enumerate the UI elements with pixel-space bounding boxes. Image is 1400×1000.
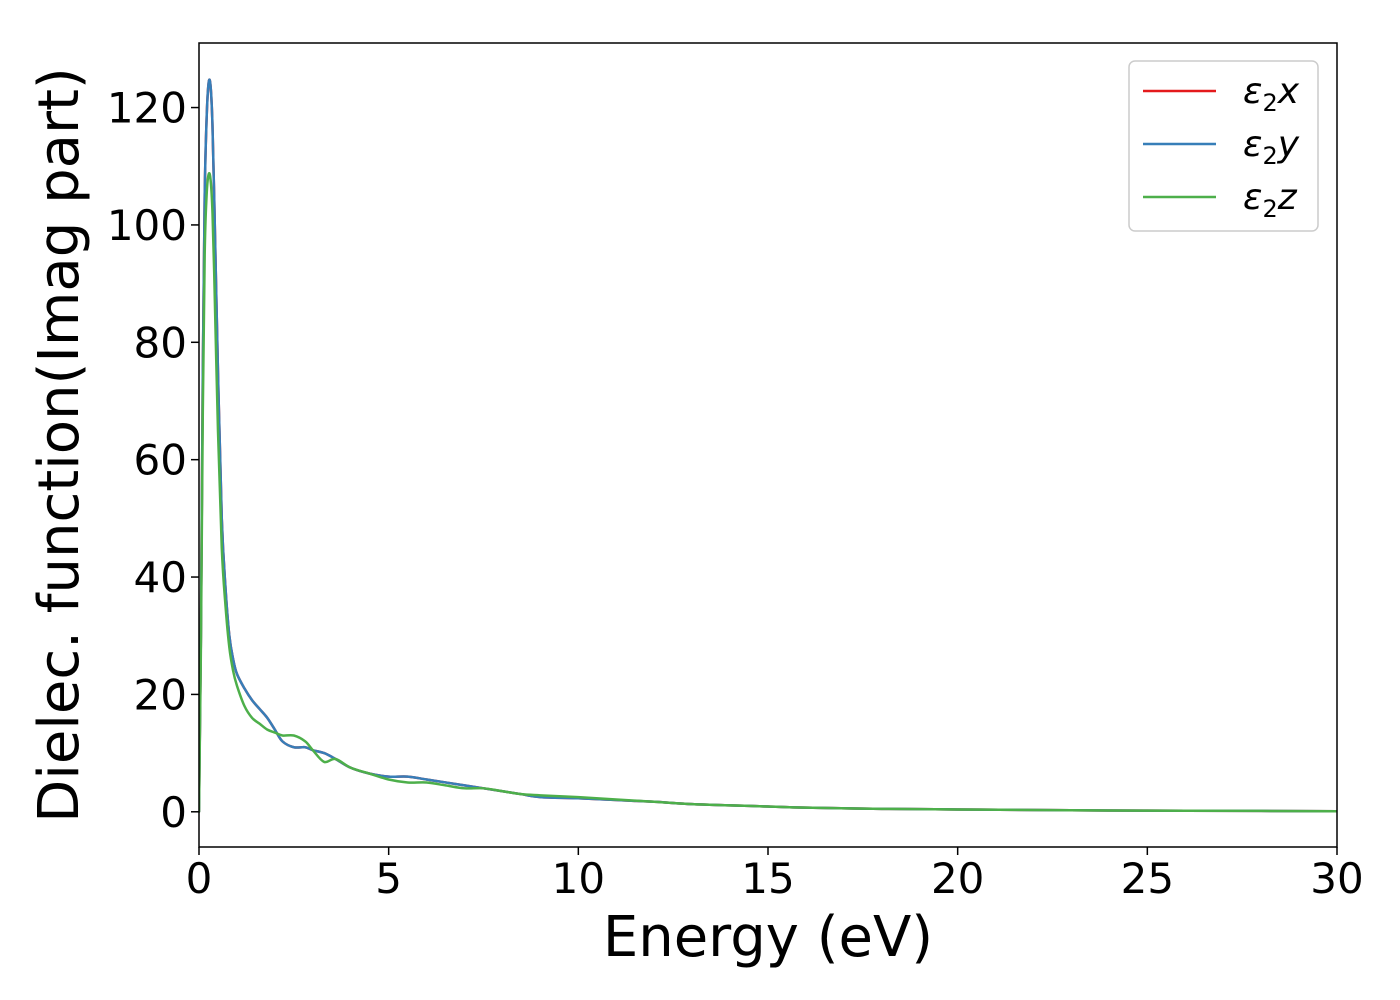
legend-label-x: ε2x	[1243, 71, 1300, 117]
series-layer	[199, 78, 1337, 814]
series-line-z	[199, 172, 1337, 814]
x-tick-label: 5	[375, 854, 402, 903]
x-tick-label: 10	[552, 854, 605, 903]
x-axis-label: Energy (eV)	[603, 905, 933, 970]
legend-box	[1128, 60, 1319, 232]
y-tick-label: 60	[134, 436, 187, 485]
y-axis-label: Dielec. function(Imag part)	[27, 67, 92, 823]
x-tick-label: 20	[931, 854, 984, 903]
x-tick-label: 25	[1121, 854, 1174, 903]
y-axis-ticks: 0 20 40 60 80 100 120	[107, 84, 199, 837]
x-tick-label: 15	[741, 854, 794, 903]
legend-label-z: ε2z	[1243, 177, 1298, 223]
y-tick-label: 80	[134, 318, 187, 367]
y-tick-label: 20	[134, 670, 187, 719]
x-tick-label: 0	[186, 854, 213, 903]
y-tick-label: 0	[160, 788, 187, 837]
x-tick-label: 30	[1310, 854, 1363, 903]
legend-label-y: ε2y	[1243, 124, 1300, 170]
y-tick-label: 100	[107, 201, 187, 250]
legend-items: ε2x ε2y ε2z	[1143, 71, 1300, 223]
legend: ε2x ε2y ε2z	[1128, 60, 1319, 232]
y-tick-label: 40	[134, 553, 187, 602]
x-axis-ticks: 0 5 10 15 20 25 30	[186, 847, 1364, 903]
y-tick-label: 120	[107, 84, 187, 133]
